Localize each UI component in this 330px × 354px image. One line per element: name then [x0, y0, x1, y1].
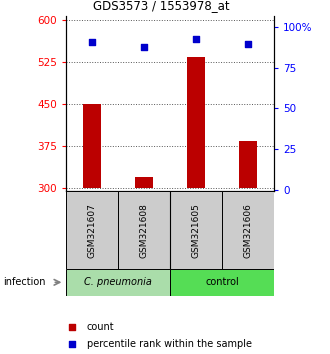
Point [141, 44, 147, 50]
Bar [187, 57, 205, 188]
Text: GSM321607: GSM321607 [87, 202, 96, 258]
Point [70, 324, 75, 329]
Text: count: count [87, 321, 115, 332]
FancyBboxPatch shape [66, 269, 170, 296]
FancyBboxPatch shape [222, 191, 274, 269]
FancyBboxPatch shape [66, 191, 118, 269]
Text: control: control [205, 277, 239, 287]
FancyBboxPatch shape [170, 269, 274, 296]
Point [89, 39, 95, 45]
Bar [135, 177, 153, 188]
Text: infection: infection [3, 277, 46, 287]
FancyBboxPatch shape [118, 191, 170, 269]
Point [193, 36, 199, 41]
Text: C. pneumonia: C. pneumonia [84, 277, 152, 287]
Text: GDS3573 / 1553978_at: GDS3573 / 1553978_at [93, 0, 230, 12]
Text: GSM321608: GSM321608 [140, 202, 148, 258]
Text: GSM321605: GSM321605 [191, 202, 200, 258]
Point [245, 41, 250, 46]
Text: GSM321606: GSM321606 [244, 202, 252, 258]
Point [70, 341, 75, 347]
Bar [239, 141, 257, 188]
Text: percentile rank within the sample: percentile rank within the sample [87, 339, 252, 349]
FancyBboxPatch shape [170, 191, 222, 269]
Bar [83, 104, 101, 188]
